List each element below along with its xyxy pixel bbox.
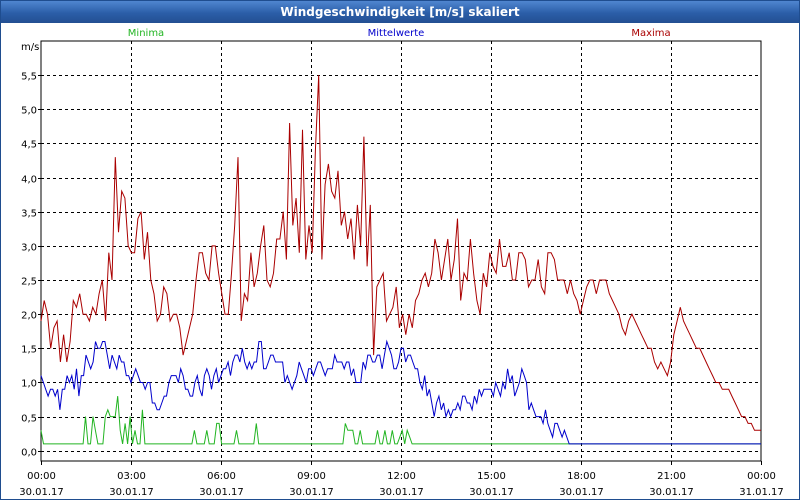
x-tick-date: 30.01.17 [649,487,694,498]
window-title: Windgeschwindigkeit [m/s] skaliert [1,1,799,23]
legend-maxima: Maxima [631,28,670,39]
x-tick-date: 30.01.17 [19,487,64,498]
y-tick-label: 1,5 [21,345,37,356]
x-tick-time: 12:00 [387,471,416,482]
x-tick-time: 03:00 [117,471,146,482]
y-tick-label: 3,5 [21,209,37,220]
y-tick-label: 5,5 [21,72,37,83]
x-tick-date: 30.01.17 [379,487,424,498]
y-tick-label: 4,0 [21,175,37,186]
x-tick-time: 18:00 [567,471,596,482]
y-tick-label: 4,5 [21,140,37,151]
series-line-mittelwerte [40,339,761,445]
x-tick-date: 30.01.17 [469,487,514,498]
y-tick-label: 0,0 [21,448,37,459]
x-tick-date: 30.01.17 [109,487,154,498]
x-tick-date: 30.01.17 [289,487,334,498]
x-tick-time: 00:00 [747,471,776,482]
x-tick-time: 21:00 [657,471,686,482]
y-tick-label: 3,0 [21,243,37,254]
x-tick-time: 00:00 [27,471,56,482]
y-tick-label: 5,0 [21,106,37,117]
x-tick-time: 06:00 [207,471,236,482]
x-tick-date: 30.01.17 [559,487,604,498]
legend: Minima Mittelwerte Maxima [128,28,671,39]
y-tick-label: 2,5 [21,277,37,288]
y-tick-label: 2,0 [21,311,37,322]
y-tick-label: 1,0 [21,379,37,390]
x-tick-time: 15:00 [477,471,506,482]
series [40,75,761,445]
legend-minima: Minima [128,28,164,39]
x-tick-date: 31.01.17 [739,487,784,498]
series-line-maxima [40,75,761,431]
axes: 0,0 0,5 1,0 1,5 2,0 2,5 3,0 3,5 4,0 4,5 5,0 5,5 00:0… [19,42,784,498]
x-tick-time: 09:00 [297,471,326,482]
legend-mittelwerte: Mittelwerte [368,28,425,39]
y-axis-unit: m/s [21,42,39,53]
y-tick-label: 0,5 [21,414,37,425]
x-tick-date: 30.01.17 [199,487,244,498]
